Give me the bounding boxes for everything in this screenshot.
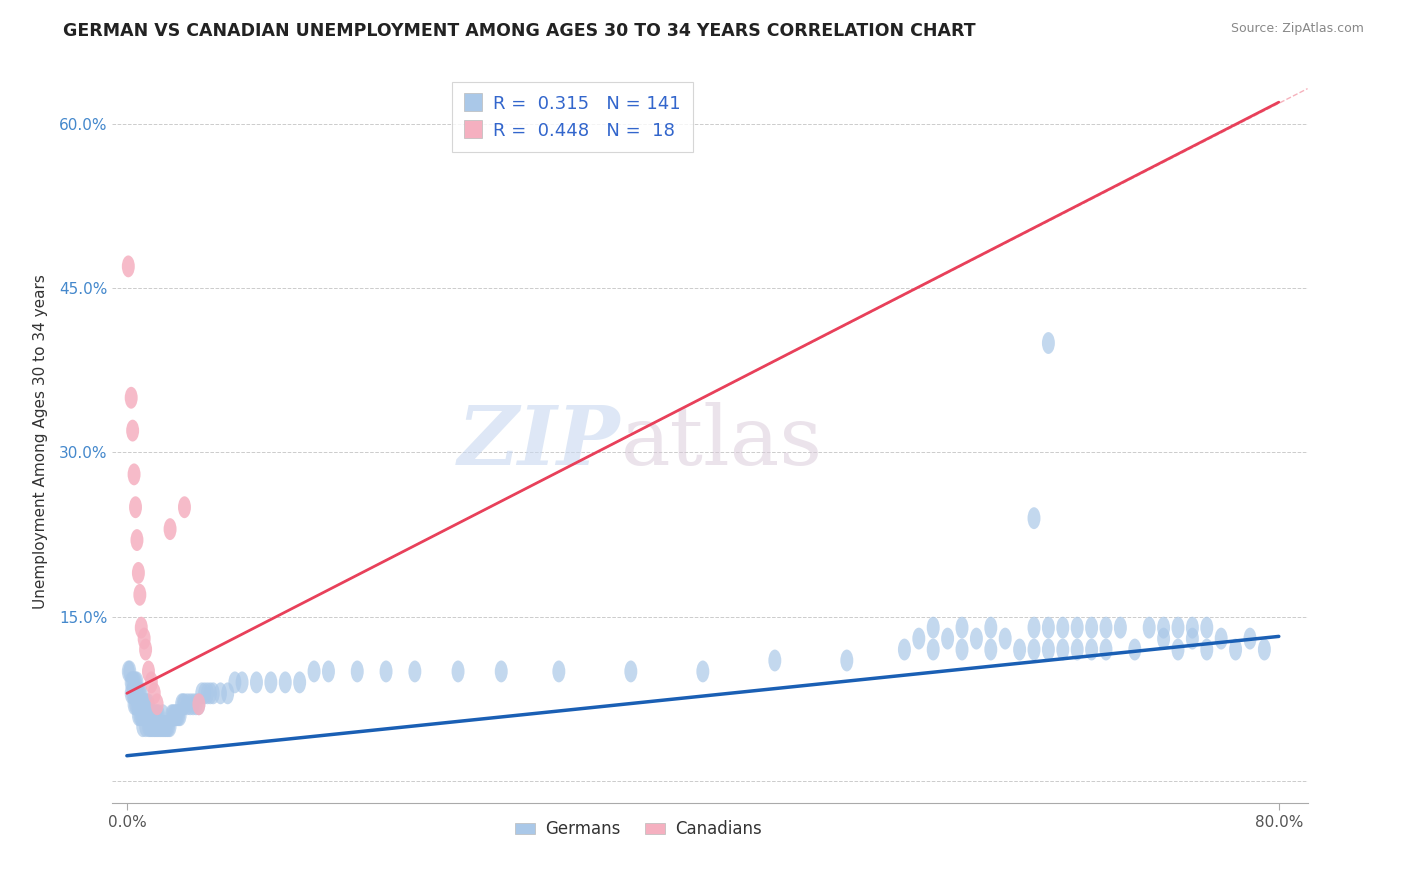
Legend: Germans, Canadians: Germans, Canadians: [508, 814, 769, 845]
Y-axis label: Unemployment Among Ages 30 to 34 years: Unemployment Among Ages 30 to 34 years: [32, 274, 48, 609]
Text: GERMAN VS CANADIAN UNEMPLOYMENT AMONG AGES 30 TO 34 YEARS CORRELATION CHART: GERMAN VS CANADIAN UNEMPLOYMENT AMONG AG…: [63, 22, 976, 40]
Text: ZIP: ZIP: [458, 401, 620, 482]
Text: Source: ZipAtlas.com: Source: ZipAtlas.com: [1230, 22, 1364, 36]
Text: atlas: atlas: [620, 401, 823, 482]
